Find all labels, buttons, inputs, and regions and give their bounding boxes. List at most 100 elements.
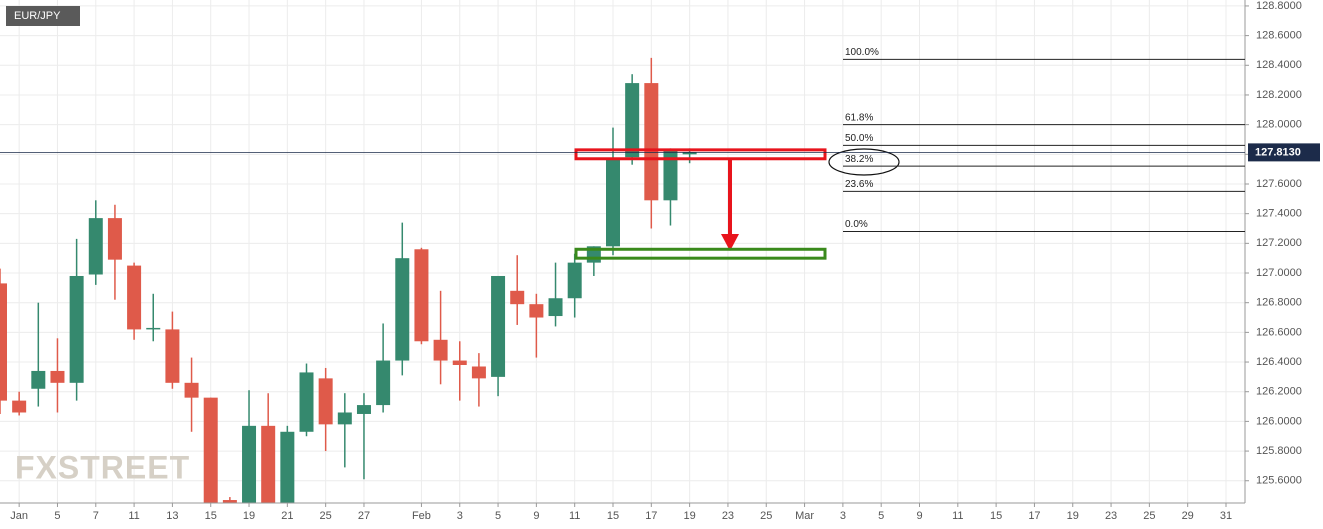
candle-body (452, 360, 467, 366)
candle-body (567, 262, 582, 299)
candle-body (88, 218, 103, 275)
y-tick-label: 127.0000 (1256, 267, 1302, 279)
candle-body (414, 249, 429, 342)
candle-body (663, 149, 678, 201)
x-tick-label: 11 (569, 510, 580, 522)
x-tick-label: 25 (1143, 510, 1155, 522)
y-tick-label: 126.6000 (1256, 326, 1302, 338)
candle-body (280, 431, 295, 503)
watermark: FXSTREET (15, 449, 190, 485)
y-tick-label: 126.4000 (1256, 356, 1302, 368)
current-price-box (1248, 143, 1320, 162)
y-tick-label: 128.6000 (1256, 30, 1302, 42)
candle-body (356, 405, 371, 414)
candle-body (395, 258, 410, 361)
candle-body (606, 158, 620, 247)
x-tick-label: Mar (795, 510, 814, 522)
y-tick-label: 128.2000 (1256, 89, 1302, 101)
y-tick-label: 128.8000 (1256, 0, 1302, 12)
y-tick-label: 126.2000 (1256, 386, 1302, 398)
candle-body (625, 83, 640, 158)
x-tick-label: 25 (320, 510, 332, 522)
candle-body (107, 218, 122, 260)
x-tick-label: 5 (54, 510, 60, 522)
candle-body (471, 366, 486, 379)
x-tick-label: 19 (1067, 510, 1079, 522)
candle-body (242, 425, 257, 503)
x-tick-label: 29 (1182, 510, 1194, 522)
current-price-label: 127.8130 (1255, 146, 1301, 158)
candle-body (0, 283, 7, 401)
candle-body (529, 304, 544, 318)
x-tick-label: 15 (607, 510, 619, 522)
candle-body (165, 329, 180, 383)
y-tick-label: 126.8000 (1256, 297, 1302, 309)
candle-body (548, 298, 563, 317)
x-tick-label: 13 (166, 510, 178, 522)
x-tick-label: 5 (495, 510, 501, 522)
candle-body (203, 397, 218, 503)
fib-label: 61.8% (845, 112, 873, 123)
x-tick-label: 21 (281, 510, 293, 522)
symbol-box (6, 6, 80, 26)
x-tick-label: 3 (457, 510, 463, 522)
candle-body (50, 370, 65, 383)
y-tick-label: 128.4000 (1256, 59, 1302, 71)
x-tick-label: 9 (916, 510, 922, 522)
fib-label: 50.0% (845, 133, 873, 144)
y-tick-label: 128.0000 (1256, 119, 1302, 131)
candle-body (433, 339, 448, 361)
candle-body (146, 327, 161, 330)
x-tick-label: 25 (760, 510, 772, 522)
x-tick-label: 27 (358, 510, 370, 522)
candle-body (12, 400, 27, 413)
x-tick-label: 11 (128, 510, 139, 522)
y-tick-label: 125.8000 (1256, 445, 1302, 457)
fib-label: 100.0% (845, 47, 879, 58)
candle-body (510, 290, 525, 305)
x-tick-label: 19 (243, 510, 255, 522)
x-tick-label: Feb (412, 510, 431, 522)
fib-label: 38.2% (845, 154, 873, 165)
arrow-head (721, 234, 739, 251)
x-tick-label: 31 (1220, 510, 1232, 522)
candle-body (222, 500, 237, 503)
symbol-label: EUR/JPY (14, 10, 61, 22)
candle-body (69, 275, 84, 383)
highlight-ellipse (828, 148, 900, 176)
fib-label: 23.6% (845, 179, 873, 190)
x-tick-label: 15 (205, 510, 217, 522)
x-tick-label: 7 (93, 510, 99, 522)
x-tick-label: 23 (1105, 510, 1117, 522)
candle-body (491, 275, 506, 377)
x-tick-label: 5 (878, 510, 884, 522)
candle-body (261, 425, 276, 503)
x-tick-label: 19 (684, 510, 696, 522)
candle-body (127, 265, 142, 330)
candle-body (318, 378, 333, 425)
y-tick-label: 127.6000 (1256, 178, 1302, 190)
x-tick-label: 15 (990, 510, 1002, 522)
fib-label: 0.0% (845, 219, 868, 230)
candle-body (644, 83, 659, 201)
x-tick-label: 17 (645, 510, 657, 522)
candle-body (682, 152, 697, 155)
price-zone (574, 247, 827, 260)
y-tick-label: 127.2000 (1256, 237, 1302, 249)
x-tick-label: 3 (840, 510, 846, 522)
y-tick-label: 127.4000 (1256, 208, 1302, 220)
candle-body (376, 360, 391, 406)
x-tick-label: 23 (722, 510, 734, 522)
y-tick-label: 125.6000 (1256, 475, 1302, 487)
candle-body (31, 370, 46, 389)
candle-body (184, 382, 199, 398)
candle-body (337, 412, 352, 425)
x-tick-label: 11 (952, 510, 963, 522)
price-zone (574, 148, 827, 161)
y-tick-label: 126.0000 (1256, 415, 1302, 427)
candle-body (299, 372, 314, 432)
x-tick-label: Jan (10, 510, 28, 522)
x-tick-label: 9 (533, 510, 539, 522)
